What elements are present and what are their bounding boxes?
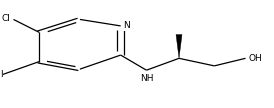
Text: NH: NH: [140, 74, 153, 83]
Text: OH: OH: [248, 54, 262, 63]
Text: Cl: Cl: [2, 14, 11, 23]
Text: N: N: [123, 21, 130, 30]
Text: I: I: [0, 70, 3, 79]
Polygon shape: [176, 35, 182, 58]
